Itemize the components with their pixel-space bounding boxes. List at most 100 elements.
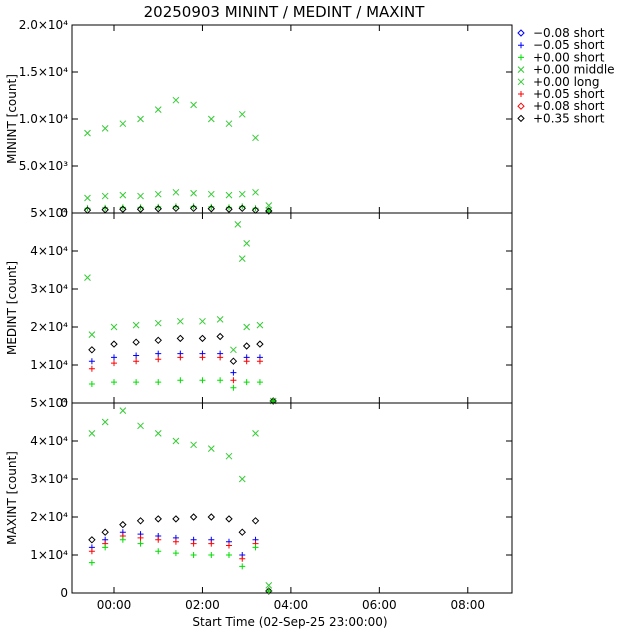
data-point [238,190,246,198]
data-point [154,319,162,327]
data-point [208,540,215,547]
data-point [252,544,259,551]
y-tick-label: 4×10⁴ [30,434,68,448]
data-point [155,536,162,543]
data-point [252,188,259,196]
data-point [172,203,179,210]
data-point [172,515,180,523]
legend-item: +0.35 short [517,111,605,125]
data-point [88,430,96,437]
legend-marker [517,102,525,110]
data-point [119,120,127,128]
data-point [239,555,246,562]
y-tick-label: 2.0×10⁴ [19,18,68,32]
data-point [190,101,197,109]
data-point [238,475,246,483]
data-point [84,274,91,281]
x-tick-label: 00:00 [97,598,132,612]
data-point [133,379,140,386]
data-point [133,352,140,359]
data-point [243,358,250,365]
panel-frame [71,402,513,594]
series--0-05-short [88,533,272,594]
data-point [154,430,162,437]
data-point [172,538,179,545]
data-point [199,377,206,384]
y-tick-label: 3×10⁴ [30,472,68,486]
data-point [172,437,180,445]
legend-label: +0.00 long [533,75,600,89]
legend-item: −0.05 short [518,38,605,52]
data-point [190,189,197,197]
legend-marker [517,29,525,37]
data-point [172,188,180,196]
x-tick-label: 08:00 [450,598,485,612]
legend-label: −0.08 short [533,26,605,40]
data-point [155,379,162,386]
data-point [88,548,95,555]
data-point [155,548,162,555]
legend-label: +0.00 short [533,50,605,64]
data-point [252,134,259,142]
chart-title: 20250903 MININT / MEDINT / MAXINT [144,3,426,21]
data-point [265,588,272,594]
data-point [102,204,109,211]
data-point [230,384,237,391]
data-point [155,350,162,357]
data-point [225,452,233,460]
data-point [111,360,118,367]
data-point [242,342,251,350]
series--0-00-short [88,536,272,594]
data-point [208,552,215,558]
y-tick-label: 1.0×10⁴ [19,112,68,126]
data-point [177,354,184,361]
y-axis-label: MEDINT [count] [5,261,19,355]
data-point [136,517,145,525]
x-tick-label: 06:00 [362,598,397,612]
x-tick-label: 04:00 [274,598,309,612]
series--0-00-middle [88,316,277,405]
data-point [225,542,232,549]
data-point [199,317,206,325]
data-point [225,191,233,199]
data-point [88,559,95,566]
data-point [176,334,185,343]
legend-marker [517,114,525,123]
data-point [136,205,145,213]
data-point [154,190,162,198]
data-point [239,563,246,570]
y-tick-label: 1.5×10⁴ [19,65,68,79]
data-point [190,203,197,210]
data-point [238,255,246,262]
data-point [177,377,184,384]
data-point [230,369,237,376]
data-point [198,334,207,343]
y-tick-label: 2×10⁴ [30,510,68,524]
data-point [225,515,233,523]
data-point [216,316,224,323]
data-point [137,540,144,547]
data-point [217,354,224,361]
data-point [154,106,162,113]
series--0-00-long [84,221,251,281]
data-point [119,407,127,414]
legend-label: +0.05 short [533,87,605,101]
data-point [101,528,109,536]
data-point [84,194,91,202]
data-point [256,358,263,365]
data-point [225,205,233,213]
y-tick-label: 5.0×10³ [19,159,68,173]
data-point [101,418,109,426]
y-tick-label: 1×10⁴ [30,548,68,562]
data-point [154,205,162,213]
data-point [155,203,162,210]
series--0-05-short [88,529,272,594]
data-point [265,207,273,215]
data-point [101,125,109,132]
data-point [133,358,140,365]
data-point [119,536,126,543]
data-point [207,115,215,123]
data-point [243,323,251,331]
data-point [88,381,95,387]
data-point [256,321,264,329]
